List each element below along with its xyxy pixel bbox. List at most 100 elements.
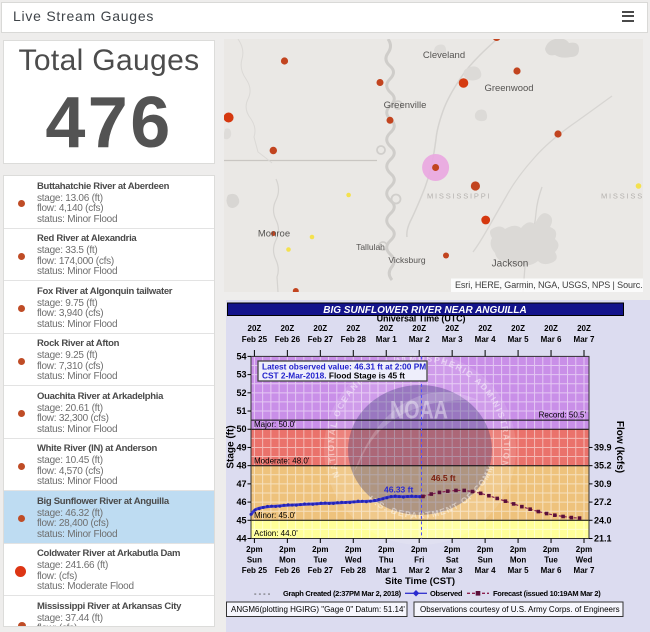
svg-text:Mar 1: Mar 1 xyxy=(376,566,397,575)
svg-text:Sun: Sun xyxy=(247,556,262,565)
svg-text:Latest observed value: 46.31 f: Latest observed value: 46.31 ft at 2:00 … xyxy=(262,362,426,372)
svg-text:20Z: 20Z xyxy=(544,324,558,333)
svg-text:Esri, HERE, Garmin, NGA, USGS,: Esri, HERE, Garmin, NGA, USGS, NPS | Sou… xyxy=(455,280,643,290)
svg-text:2pm: 2pm xyxy=(477,545,493,554)
svg-text:Observations courtesy of U.S.: Observations courtesy of U.S. Army Corps… xyxy=(420,605,620,614)
svg-text:- - - -: - - - - xyxy=(254,589,271,598)
svg-text:51: 51 xyxy=(236,406,246,416)
svg-text:Vicksburg: Vicksburg xyxy=(388,255,425,265)
svg-text:2pm: 2pm xyxy=(312,545,328,554)
svg-text:Mar 7: Mar 7 xyxy=(574,335,595,344)
svg-text:Record: 50.5': Record: 50.5' xyxy=(539,411,587,420)
svg-text:MISSISS: MISSISS xyxy=(601,192,643,201)
svg-text:Monroe: Monroe xyxy=(258,229,290,240)
svg-text:Sun: Sun xyxy=(478,556,493,565)
svg-text:2pm: 2pm xyxy=(510,545,526,554)
svg-text:Minor: 45.0': Minor: 45.0' xyxy=(254,511,296,520)
svg-text:2pm: 2pm xyxy=(576,545,592,554)
svg-text:Mar 4: Mar 4 xyxy=(475,566,496,575)
svg-text:Mon: Mon xyxy=(279,556,296,565)
svg-text:20Z: 20Z xyxy=(280,324,294,333)
svg-text:Flow (kcfs): Flow (kcfs) xyxy=(614,421,625,473)
svg-text:Mar 1: Mar 1 xyxy=(376,335,397,344)
svg-text:Feb 28: Feb 28 xyxy=(341,335,367,344)
svg-text:2pm: 2pm xyxy=(279,545,295,554)
svg-text:Feb 25: Feb 25 xyxy=(242,335,268,344)
svg-text:20Z: 20Z xyxy=(511,324,525,333)
svg-text:20Z: 20Z xyxy=(577,324,591,333)
svg-text:Major: 50.0': Major: 50.0' xyxy=(254,420,296,429)
svg-text:Mar 7: Mar 7 xyxy=(574,566,595,575)
svg-text:47: 47 xyxy=(236,479,246,489)
svg-text:2pm: 2pm xyxy=(444,545,460,554)
svg-text:Feb 25: Feb 25 xyxy=(242,566,268,575)
svg-text:Site Time (CST): Site Time (CST) xyxy=(385,576,455,587)
svg-text:Mar 3: Mar 3 xyxy=(442,566,463,575)
svg-text:46: 46 xyxy=(236,497,246,507)
svg-text:Greenwood: Greenwood xyxy=(484,83,533,94)
svg-text:20Z: 20Z xyxy=(346,324,360,333)
svg-text:49: 49 xyxy=(236,442,246,452)
svg-text:Mar 5: Mar 5 xyxy=(508,335,529,344)
svg-text:Mar 5: Mar 5 xyxy=(508,566,529,575)
svg-text:2pm: 2pm xyxy=(378,545,394,554)
svg-text:39.9: 39.9 xyxy=(594,442,612,452)
svg-text:Mar 2: Mar 2 xyxy=(409,566,430,575)
svg-text:Sat: Sat xyxy=(446,556,459,565)
svg-text:20Z: 20Z xyxy=(412,324,426,333)
svg-text:50: 50 xyxy=(236,424,246,434)
svg-text:2pm: 2pm xyxy=(543,545,559,554)
svg-text:54: 54 xyxy=(236,351,246,361)
svg-text:20Z: 20Z xyxy=(313,324,327,333)
svg-text:MISSISSIPPI: MISSISSIPPI xyxy=(427,192,491,201)
svg-text:Forecast (issued 10:19AM Mar 2: Forecast (issued 10:19AM Mar 2) xyxy=(493,589,601,598)
svg-text:Mar 4: Mar 4 xyxy=(475,335,496,344)
svg-text:Mar 2: Mar 2 xyxy=(409,335,430,344)
svg-text:35.2: 35.2 xyxy=(594,461,612,471)
svg-text:53: 53 xyxy=(236,370,246,380)
svg-text:Tallulah: Tallulah xyxy=(356,242,385,252)
svg-text:CST 2-Mar-2018. Flood Stage is: CST 2-Mar-2018. Flood Stage is 45 ft xyxy=(262,371,405,381)
svg-text:Feb 27: Feb 27 xyxy=(308,566,334,575)
svg-text:45: 45 xyxy=(236,515,246,525)
svg-text:Feb 26: Feb 26 xyxy=(275,566,301,575)
svg-text:Cleveland: Cleveland xyxy=(423,50,465,61)
svg-text:24.0: 24.0 xyxy=(594,515,612,525)
svg-text:Mar 3: Mar 3 xyxy=(442,335,463,344)
svg-text:Feb 26: Feb 26 xyxy=(275,335,301,344)
svg-text:44: 44 xyxy=(236,534,246,544)
svg-text:20Z: 20Z xyxy=(445,324,459,333)
svg-text:20Z: 20Z xyxy=(478,324,492,333)
svg-text:Tue: Tue xyxy=(313,556,327,565)
svg-text:30.9: 30.9 xyxy=(594,479,612,489)
svg-text:2pm: 2pm xyxy=(411,545,427,554)
svg-text:Feb 27: Feb 27 xyxy=(308,335,334,344)
svg-text:2pm: 2pm xyxy=(246,545,262,554)
svg-text:Moderate: 48.0': Moderate: 48.0' xyxy=(254,456,310,465)
svg-text:Wed: Wed xyxy=(345,556,362,565)
svg-text:Graph Created (2:37PM Mar 2, 2: Graph Created (2:37PM Mar 2, 2018) xyxy=(283,589,402,598)
svg-text:46.33 ft: 46.33 ft xyxy=(384,485,413,495)
svg-text:27.2: 27.2 xyxy=(594,497,612,507)
svg-text:20Z: 20Z xyxy=(248,324,262,333)
svg-text:Greenville: Greenville xyxy=(384,100,427,111)
svg-text:46.5 ft: 46.5 ft xyxy=(431,473,456,483)
svg-text:BIG SUNFLOWER RIVER NEAR ANGUI: BIG SUNFLOWER RIVER NEAR ANGUILLA xyxy=(323,305,527,316)
svg-text:Mar 6: Mar 6 xyxy=(541,566,562,575)
svg-text:Observed: Observed xyxy=(430,589,463,598)
svg-text:Wed: Wed xyxy=(576,556,593,565)
svg-text:Mar 6: Mar 6 xyxy=(541,335,562,344)
svg-text:48: 48 xyxy=(236,461,246,471)
svg-text:Jackson: Jackson xyxy=(492,259,529,270)
svg-text:52: 52 xyxy=(236,388,246,398)
svg-text:Action: 44.0': Action: 44.0' xyxy=(254,529,298,538)
svg-text:Universal Time (UTC): Universal Time (UTC) xyxy=(377,314,466,324)
svg-text:Tue: Tue xyxy=(544,556,558,565)
svg-text:Mon: Mon xyxy=(510,556,527,565)
svg-text:Thu: Thu xyxy=(379,556,394,565)
svg-text:20Z: 20Z xyxy=(379,324,393,333)
svg-text:2pm: 2pm xyxy=(345,545,361,554)
svg-text:Fri: Fri xyxy=(414,556,424,565)
svg-text:Stage (ft): Stage (ft) xyxy=(226,425,237,468)
svg-text:Feb 28: Feb 28 xyxy=(341,566,367,575)
